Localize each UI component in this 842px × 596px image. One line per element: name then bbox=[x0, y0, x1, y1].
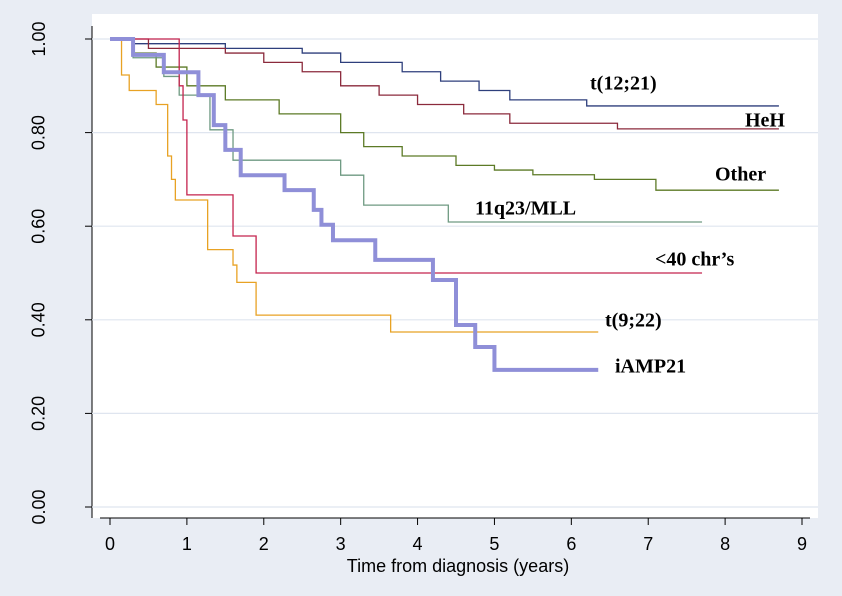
x-axis-label: Time from diagnosis (years) bbox=[347, 556, 569, 576]
x-tick-label: 8 bbox=[720, 534, 730, 554]
x-tick-label: 0 bbox=[105, 534, 115, 554]
km-curve bbox=[110, 38, 779, 107]
y-tick-label: 0.00 bbox=[29, 489, 49, 524]
x-tick-label: 7 bbox=[643, 534, 653, 554]
curve-label: t(12;21) bbox=[590, 73, 657, 95]
x-tick-label: 4 bbox=[413, 534, 423, 554]
y-tick-label: 0.80 bbox=[29, 115, 49, 150]
km-curve bbox=[110, 38, 703, 274]
km-curve bbox=[110, 38, 779, 191]
curve-label: 11q23/MLL bbox=[475, 198, 576, 220]
km-curve bbox=[110, 38, 599, 333]
km-curve bbox=[110, 38, 779, 130]
curve-label: t(9;22) bbox=[605, 310, 662, 332]
x-tick-label: 9 bbox=[797, 534, 807, 554]
km-curve bbox=[110, 38, 703, 223]
x-tick-label: 2 bbox=[259, 534, 269, 554]
curve-label: Other bbox=[715, 164, 766, 186]
curve-label: <40 chr’s bbox=[655, 249, 735, 271]
y-tick-label: 0.60 bbox=[29, 209, 49, 244]
y-tick-label: 1.00 bbox=[29, 21, 49, 56]
x-tick-label: 5 bbox=[489, 534, 499, 554]
curve-label: iAMP21 bbox=[615, 356, 686, 378]
km-curve bbox=[110, 37, 599, 372]
y-tick-label: 0.20 bbox=[29, 396, 49, 431]
x-tick-label: 6 bbox=[566, 534, 576, 554]
x-tick-label: 3 bbox=[336, 534, 346, 554]
y-tick-label: 0.40 bbox=[29, 302, 49, 337]
x-tick-label: 1 bbox=[182, 534, 192, 554]
curve-label: HeH bbox=[745, 110, 785, 132]
